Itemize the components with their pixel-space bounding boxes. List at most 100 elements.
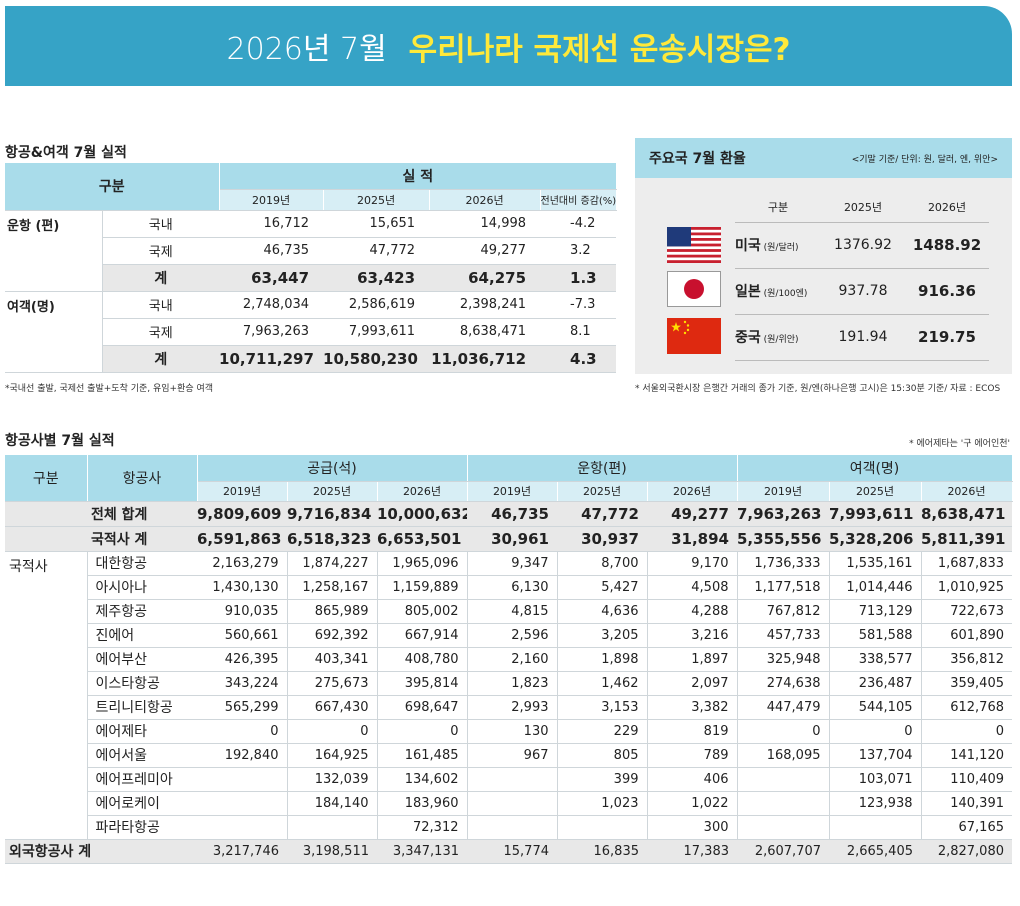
t2-value: 161,485 [376,743,467,768]
t2-grand-total-row-value: 7,993,611 [829,501,921,527]
t2-value: 1,535,161 [828,551,921,576]
fx-country: 중국 (원/위안) [735,314,821,361]
t2-value: 4,815 [466,599,557,624]
t1-value: 14,998 [429,210,541,238]
t2-value [286,815,377,840]
fx-table: 구분 2025년 2026년 미국 (원/달러) 1376.92 1488.92 일본 (원… [735,192,989,361]
t2-value: 1,462 [556,671,647,696]
t2-airline-row: 아시아나 1,430,130 1,258,167 1,159,889 6,130 5,42… [5,575,1012,600]
t2-value: 134,602 [376,767,467,792]
flights-passengers-table: 구분 실 적 2019년 2025년 2026년 전년대비 증감(%) 운항 (편) 국내 16… [5,163,617,373]
t2-domestic-label: 국적사 [5,551,88,840]
t2-foreign-total-value: 3,347,131 [377,839,467,864]
t2-airline-name: 아시아나 [87,575,197,600]
fx-country-unit: (원/달러) [760,243,799,253]
t1-sub-label: 국제 [102,318,220,346]
fx-title: 주요국 7월 환율 [649,151,746,167]
t2-domestic-total-row-label: 국적사 계 [87,526,197,552]
t1-value: 2,398,241 [429,291,541,319]
t2-value: 1,874,227 [286,551,377,576]
t1-change: -7.3 [540,291,617,319]
t2-value: 274,638 [736,671,829,696]
t2-foreign-total-value: 15,774 [467,839,557,864]
t2-domestic-total-row-value: 6,653,501 [377,526,467,552]
t2-value: 1,177,518 [736,575,829,600]
t2-airline-name: 에어로케이 [87,791,197,816]
t2-foreign-total-value: 17,383 [647,839,737,864]
t2-airline-row: 에어프레미아 132,039 134,602 399 406 103,071 110,409 [5,767,1012,792]
t1-value: 10,580,230 [323,345,430,373]
fx-row: 일본 (원/100엔) 937.78 916.36 [735,268,989,315]
t2-domestic-total-row-value: 30,961 [467,526,557,552]
t2-value: 581,588 [828,623,921,648]
fx-note: * 서울외국환시장 은행간 거래의 종가 기준, 원/엔(하나은행 고시)은 1… [635,384,1001,394]
t2-domestic-total-row-value: 6,591,863 [197,526,287,552]
t2-airline-row: 에어제타 0 0 0 130 229 819 0 0 0 [5,719,1012,744]
t2-value: 447,479 [736,695,829,720]
t2-value: 2,097 [646,671,737,696]
t2-value: 229 [556,719,647,744]
t1-value: 49,277 [429,237,541,265]
t2-value [736,791,829,816]
t2-header-group-2: 여객(명) [737,455,1013,482]
t1-value: 47,772 [323,237,430,265]
t2-grand-total-row-value: 9,809,609 [197,501,287,527]
t2-year-7: 2025년 [829,481,922,502]
t2-value: 805 [556,743,647,768]
t2-airline-row: 에어서울 192,840 164,925 161,485 967 805 789 168,09… [5,743,1012,768]
t2-value: 910,035 [197,599,287,624]
t2-value: 3,205 [556,623,647,648]
t2-value: 1,687,833 [920,551,1012,576]
section2-note: * 에어제타는 '구 에어인천' [909,439,1010,449]
t2-value: 819 [646,719,737,744]
t2-value: 1,023 [556,791,647,816]
t1-sub-label: 계 [102,264,220,292]
t2-header-category: 구분 [5,455,88,502]
fx-country-name: 중국 [735,330,761,346]
t2-value: 560,661 [197,623,287,648]
t1-value: 63,447 [219,264,324,292]
t1-row: 여객(명) 국내 2,748,034 2,586,619 2,398,241 -7.3 [5,291,617,373]
t2-value: 1,965,096 [376,551,467,576]
t1-group-label: 운항 (편) [5,210,103,292]
t2-airline-row: 파라타항공 72,312 300 67,165 [5,815,1012,840]
t2-value: 1,823 [466,671,557,696]
t2-value: 183,960 [376,791,467,816]
t1-value: 10,711,297 [219,345,324,373]
t2-value: 0 [736,719,829,744]
t2-value: 399 [556,767,647,792]
t2-value: 3,382 [646,695,737,720]
t2-value [197,791,287,816]
china-flag-icon [667,318,721,354]
t1-change: -4.2 [540,210,617,238]
t2-value: 2,163,279 [197,551,287,576]
t2-value: 0 [828,719,921,744]
t2-value: 406 [646,767,737,792]
fx-header-category: 구분 [735,192,821,223]
t2-value: 457,733 [736,623,829,648]
t2-domestic-total-row-value: 5,811,391 [921,526,1012,552]
t2-value: 6,130 [466,575,557,600]
fx-row: 중국 (원/위안) 191.94 219.75 [735,314,989,361]
t2-value: 1,010,925 [920,575,1012,600]
t2-foreign-total-value: 2,607,707 [737,839,829,864]
t2-value: 2,993 [466,695,557,720]
t2-value: 168,095 [736,743,829,768]
t2-value: 544,105 [828,695,921,720]
t1-value: 15,651 [323,210,430,238]
t2-value: 667,914 [376,623,467,648]
t2-grand-total-row-value: 10,000,632 [377,501,467,527]
t2-airline-name: 이스타항공 [87,671,197,696]
t2-value: 692,392 [286,623,377,648]
t2-domestic-total-row-value: 30,937 [557,526,647,552]
t2-year-8: 2026년 [921,481,1013,502]
t2-year-4: 2025년 [557,481,648,502]
fx-country-unit: (원/위안) [760,335,799,345]
t2-value: 426,395 [197,647,287,672]
fx-rate-2026: 916.36 [905,268,989,315]
t1-group-label: 여객(명) [5,291,103,373]
t2-airline-row: 국적사 대한항공 2,163,279 1,874,227 1,965,096 9,347 8… [5,551,1012,840]
t2-airline-row: 이스타항공 343,224 275,673 395,814 1,823 1,462 2,09… [5,671,1012,696]
t2-grand-total-row-value: 7,963,263 [737,501,829,527]
t2-domestic-total-row-blank [5,526,87,552]
